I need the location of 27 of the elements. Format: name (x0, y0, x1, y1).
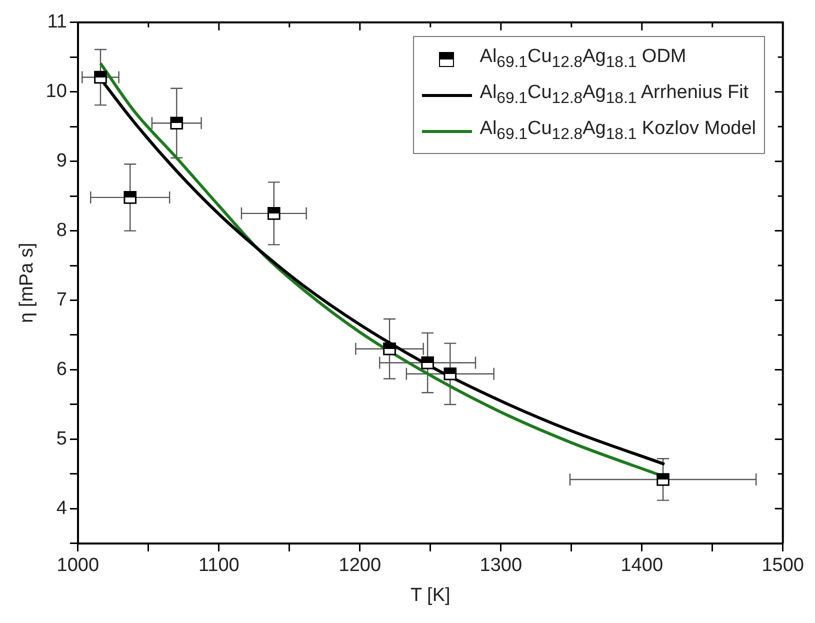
x-tick-label: 1000 (56, 555, 100, 576)
point (656, 473, 670, 486)
y-tick-label: 11 (47, 12, 67, 33)
y-tick-label: 10 (46, 81, 67, 102)
point (124, 191, 137, 204)
y-tick-label: 6 (56, 358, 67, 380)
y-tick-label: 4 (56, 498, 68, 519)
legend-label: Al$_{69.1}$Cu$_{12.8}$Ag$_{18.1}$ Arrhenius Fit (480, 82, 749, 108)
y-tick-label: 7 (56, 290, 67, 310)
point (383, 342, 396, 356)
y-tick-label: 8 (56, 220, 67, 242)
point (268, 207, 280, 220)
y-tick-label: 9 (56, 150, 67, 172)
x-tick-label: 1400 (620, 555, 664, 576)
y-axis-title: η [mPa s] (16, 242, 38, 324)
point (421, 356, 434, 370)
point (94, 70, 107, 84)
legend-label: Al$_{69.1}$Cu$_{12.8}$Ag$_{18.1}$ ODM (480, 46, 686, 72)
point (170, 116, 184, 130)
legend-label: Al$_{69.1}$Cu$_{12.8}$Ag$_{18.1}$ Kozlov Model (480, 118, 756, 144)
x-tick-label: 1500 (762, 555, 804, 576)
point (444, 367, 457, 380)
y-tick-label: 5 (56, 428, 67, 450)
x-tick-label: 1100 (198, 555, 240, 576)
x-axis-title: T [K] (410, 584, 450, 606)
x-tick-label: 1200 (338, 555, 382, 576)
x-tick-label: 1300 (480, 555, 522, 576)
